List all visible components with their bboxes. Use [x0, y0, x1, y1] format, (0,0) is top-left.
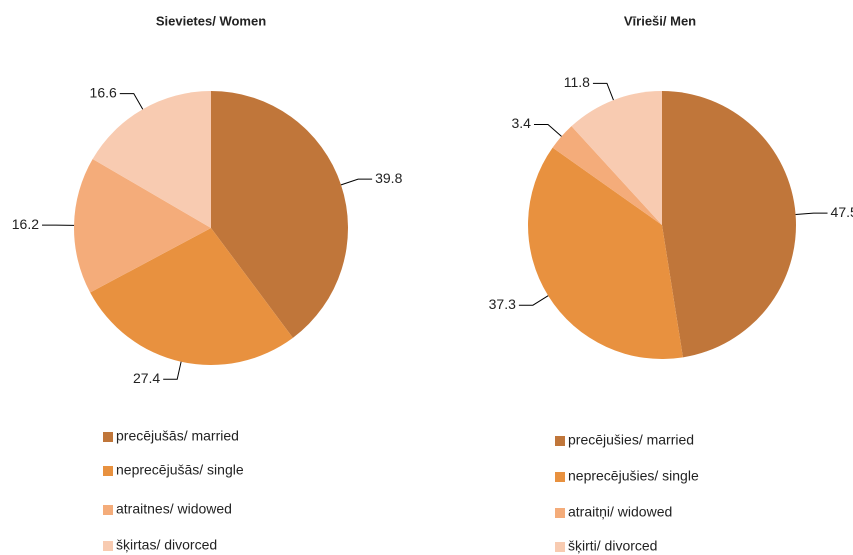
legend-label: atraitnes/ widowed: [116, 501, 232, 517]
data-label: 37.3: [489, 296, 516, 312]
data-label: 39.8: [375, 170, 402, 186]
legend-label: neprecējušās/ single: [116, 462, 244, 478]
leader-line: [592, 82, 614, 101]
legend-swatch: [555, 508, 565, 518]
legend-swatch: [555, 436, 565, 446]
chart-title: Sievietes/ Women: [156, 13, 266, 28]
legend-label: atraitņi/ widowed: [568, 504, 672, 520]
pie-slice: [662, 91, 797, 358]
data-label: 16.6: [90, 84, 117, 100]
pie-slice: [90, 228, 293, 365]
legend-swatch: [103, 541, 113, 551]
legend-swatch: [103, 505, 113, 515]
leader-line: [518, 295, 549, 306]
pie-slice: [74, 159, 211, 293]
leader-line: [533, 123, 562, 137]
legend-swatch: [555, 472, 565, 482]
chart-title: Vīrieši/ Men: [624, 13, 696, 28]
data-label: 27.4: [133, 370, 160, 386]
leader-line: [340, 178, 373, 186]
legend-swatch: [103, 432, 113, 442]
leader-line: [163, 361, 182, 380]
pie-slice: [527, 147, 683, 360]
leader-line: [119, 93, 144, 110]
legend-label: neprecējušies/ single: [568, 468, 699, 484]
data-label: 3.4: [512, 115, 532, 131]
pie-slice: [552, 126, 662, 225]
legend-label: precējušās/ married: [116, 428, 239, 444]
legend-swatch: [103, 466, 113, 476]
pie-slice: [571, 91, 662, 225]
pie-slice: [211, 91, 349, 338]
legend-label: precējušies/ married: [568, 432, 694, 448]
legend-label: šķirtas/ divorced: [116, 537, 217, 553]
data-label: 47.5: [831, 204, 853, 220]
legend-label: šķirti/ divorced: [568, 538, 657, 554]
data-label: 11.8: [564, 74, 590, 90]
legend-swatch: [555, 542, 565, 552]
pie-slice: [92, 91, 211, 228]
data-label: 16.2: [12, 216, 39, 232]
leader-line: [795, 212, 828, 215]
